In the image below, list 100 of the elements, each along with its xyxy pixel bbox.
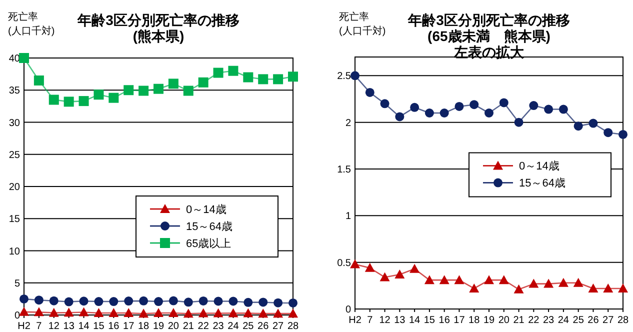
point bbox=[273, 74, 284, 84]
x-tick-label: 19 bbox=[483, 315, 495, 326]
y-tick-label: 20 bbox=[8, 182, 20, 193]
point bbox=[365, 88, 374, 97]
y-tick-label: 5 bbox=[14, 278, 20, 290]
legend-label: 15～64歳 bbox=[186, 220, 232, 233]
x-tick-label: 12 bbox=[48, 321, 60, 332]
x-tick-label: 14 bbox=[78, 321, 90, 332]
point bbox=[498, 275, 509, 284]
point bbox=[108, 308, 119, 318]
point bbox=[350, 259, 360, 268]
y-tick-label: 0 bbox=[14, 310, 20, 322]
y-tick-label: 15 bbox=[8, 214, 20, 226]
point bbox=[484, 108, 494, 118]
point bbox=[198, 308, 208, 318]
x-tick-label: 13 bbox=[394, 315, 406, 326]
point bbox=[558, 104, 568, 114]
x-tick-label: 18 bbox=[468, 315, 480, 326]
x-tick-label: 22 bbox=[528, 315, 540, 326]
point bbox=[380, 272, 390, 282]
point bbox=[588, 118, 598, 128]
x-tick-label: 25 bbox=[242, 321, 254, 332]
x-tick-label: 24 bbox=[558, 315, 570, 326]
y-tick-label: 25 bbox=[8, 150, 20, 161]
point bbox=[94, 308, 104, 318]
point bbox=[109, 297, 118, 306]
point bbox=[288, 308, 298, 318]
point bbox=[258, 298, 268, 307]
point bbox=[34, 296, 44, 305]
point bbox=[544, 104, 554, 114]
point bbox=[64, 308, 74, 317]
x-tick-label: 20 bbox=[168, 321, 180, 332]
point bbox=[139, 296, 148, 306]
point bbox=[34, 307, 44, 316]
point bbox=[529, 101, 538, 110]
y-tick-label: 0.5 bbox=[337, 258, 352, 269]
x-tick-label: 28 bbox=[617, 315, 629, 326]
x-tick-label: 23 bbox=[542, 315, 555, 326]
point bbox=[350, 71, 360, 80]
point bbox=[168, 296, 178, 306]
point bbox=[183, 86, 194, 96]
point bbox=[198, 77, 208, 88]
x-tick-label: 16 bbox=[108, 321, 120, 332]
point bbox=[108, 92, 119, 103]
y-tick-label: 1.5 bbox=[337, 164, 352, 176]
x-tick-label: 17 bbox=[454, 315, 466, 326]
point bbox=[228, 308, 238, 318]
point bbox=[258, 74, 268, 84]
point bbox=[184, 298, 193, 307]
y-tick-label: 2.5 bbox=[337, 71, 352, 82]
point bbox=[410, 102, 420, 112]
x-tick-label: 7 bbox=[36, 321, 42, 332]
point bbox=[154, 84, 164, 94]
x-tick-label: 26 bbox=[258, 321, 270, 332]
y-tick-label: 0 bbox=[345, 304, 352, 316]
legend-label: 0～14歳 bbox=[186, 202, 226, 216]
x-tick-label: 27 bbox=[602, 315, 614, 326]
y-tick-label: 30 bbox=[8, 118, 20, 129]
point bbox=[228, 66, 238, 76]
point bbox=[79, 296, 88, 306]
x-tick-label: 15 bbox=[424, 315, 436, 326]
x-tick-label: 20 bbox=[498, 315, 510, 326]
x-tick-label: 25 bbox=[572, 315, 584, 326]
point bbox=[514, 284, 524, 294]
x-tick-label: H2 bbox=[348, 315, 362, 326]
point bbox=[168, 308, 178, 318]
y-axis-title: 死亡率 (人口千対) bbox=[8, 11, 55, 37]
point bbox=[34, 75, 44, 86]
point bbox=[618, 130, 628, 139]
point bbox=[574, 122, 583, 131]
y-axis-title: 死亡率 (人口千対) bbox=[339, 11, 386, 37]
x-tick-label: 13 bbox=[63, 321, 75, 332]
x-tick-label: 17 bbox=[123, 321, 135, 332]
x-tick-label: 7 bbox=[367, 315, 374, 326]
point bbox=[198, 296, 208, 306]
point bbox=[49, 296, 58, 306]
point bbox=[288, 72, 298, 82]
point bbox=[573, 278, 584, 287]
legend-label: 0～14歳 bbox=[519, 160, 560, 173]
point bbox=[528, 278, 539, 288]
point bbox=[78, 307, 89, 316]
y-tick-label: 10 bbox=[8, 246, 20, 258]
point bbox=[424, 275, 434, 284]
point bbox=[394, 269, 405, 278]
point bbox=[94, 90, 104, 100]
y-tick-label: 35 bbox=[8, 86, 20, 97]
point bbox=[138, 308, 149, 318]
point bbox=[244, 298, 253, 307]
point bbox=[243, 308, 254, 318]
x-tick-label: 14 bbox=[408, 315, 421, 326]
x-tick-label: 27 bbox=[272, 321, 284, 332]
point bbox=[228, 296, 238, 306]
x-tick-label: 24 bbox=[228, 321, 240, 332]
legend-label: 65歳以上 bbox=[186, 236, 232, 250]
point bbox=[154, 297, 163, 306]
point bbox=[168, 78, 178, 89]
point bbox=[138, 86, 149, 96]
x-tick-label: 23 bbox=[212, 321, 224, 332]
x-tick-label: 22 bbox=[198, 321, 210, 332]
y-tick-label: 1 bbox=[345, 211, 352, 222]
